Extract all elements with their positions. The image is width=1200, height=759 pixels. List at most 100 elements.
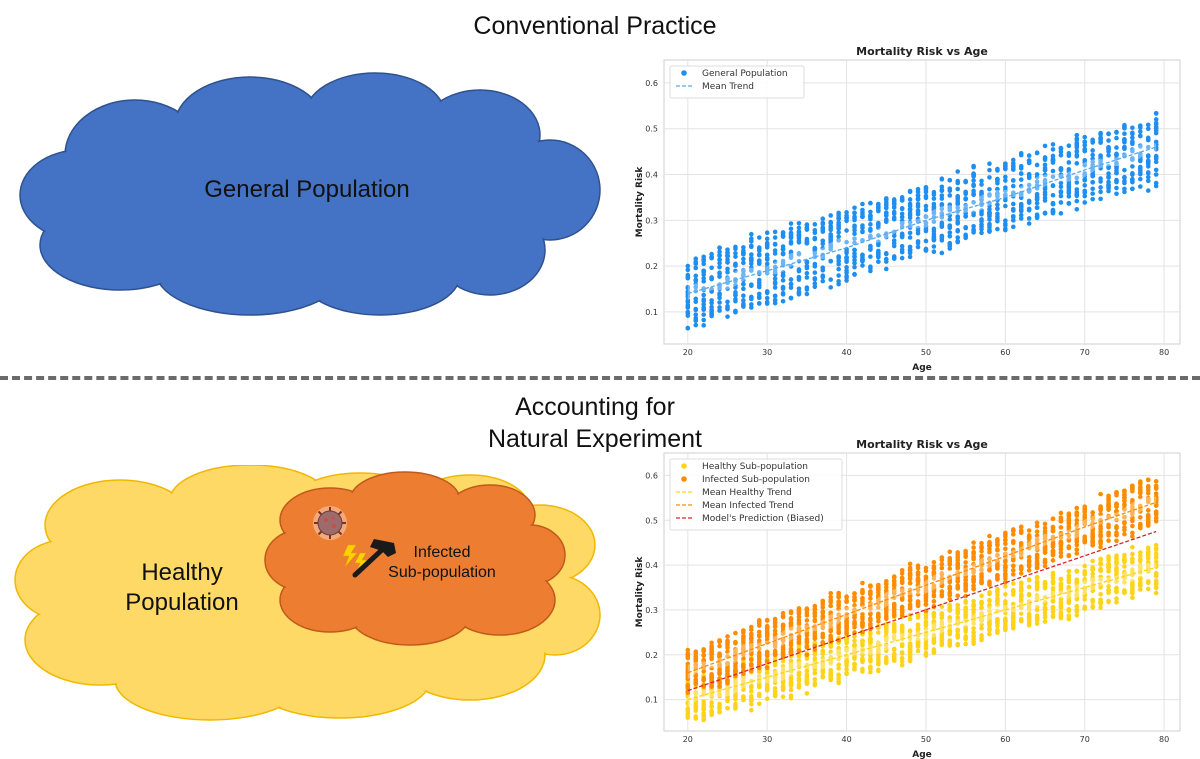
scatter-point <box>796 648 802 654</box>
scatter-point <box>915 192 921 198</box>
scatter-point <box>788 285 794 290</box>
scatter-point <box>883 259 889 264</box>
scatter-point <box>868 650 873 655</box>
scatter-point <box>923 612 929 618</box>
scatter-point <box>891 255 897 261</box>
scatter-point <box>1082 579 1088 585</box>
scatter-point <box>701 312 706 317</box>
scatter-point <box>1130 135 1135 141</box>
scatter-point <box>701 660 706 666</box>
scatter-point <box>987 227 992 233</box>
scatter-point <box>995 552 1000 558</box>
scatter-point <box>955 566 961 571</box>
scatter-point <box>804 291 810 297</box>
scatter-point <box>931 635 937 641</box>
scatter-point <box>1122 555 1127 561</box>
scatter-point <box>1074 207 1080 212</box>
scatter-point <box>788 226 794 232</box>
scatter-point <box>780 694 786 700</box>
scatter-point <box>1074 568 1080 574</box>
scatter-point <box>709 276 714 282</box>
scatter-point <box>749 649 754 655</box>
scatter-point <box>939 565 945 571</box>
scatter-point <box>1074 175 1080 181</box>
scatter-point <box>891 633 897 639</box>
scatter-point <box>987 614 992 619</box>
scatter-point <box>907 580 913 586</box>
scatter-point <box>963 633 968 639</box>
scatter-point <box>876 614 881 620</box>
scatter-point <box>1034 621 1040 626</box>
scatter-point <box>756 701 762 707</box>
scatter-point <box>709 254 714 260</box>
scatter-point <box>1106 557 1111 563</box>
scatter-point <box>741 304 746 309</box>
scatter-point <box>709 640 714 646</box>
scatter-point <box>725 677 730 683</box>
scatter-point <box>963 225 968 230</box>
scatter-point <box>828 590 834 596</box>
scatter-point <box>820 238 826 244</box>
scatter-point <box>1098 526 1103 531</box>
scatter-point <box>971 545 976 550</box>
scatter-point <box>883 659 889 664</box>
scatter-point <box>709 286 714 292</box>
scatter-point <box>1003 592 1008 597</box>
scatter-point <box>1106 188 1111 194</box>
scatter-point <box>741 252 746 257</box>
scatter-point <box>812 281 818 286</box>
scatter-point <box>1058 546 1064 552</box>
scatter-point <box>772 241 778 247</box>
scatter-point <box>1010 557 1016 563</box>
scatter-point <box>899 580 905 586</box>
scatter-point <box>899 608 905 613</box>
scatter-point <box>1003 166 1008 172</box>
scatter-point <box>1153 585 1159 590</box>
scatter-point <box>955 216 961 221</box>
mortality-chart-split: 20 30 40 50 60 70 80 0.1 0.2 0.3 0.4 0.5 0.6 Mortali… <box>635 438 1181 759</box>
scatter-point <box>1145 135 1151 141</box>
scatter-point <box>899 627 905 633</box>
scatter-point <box>693 716 699 721</box>
scatter-point <box>812 663 818 669</box>
scatter-point <box>1145 188 1151 193</box>
scatter-point <box>1058 184 1064 189</box>
scatter-point <box>1066 187 1072 193</box>
scatter-point <box>1090 533 1095 539</box>
scatter-point <box>1066 586 1072 592</box>
scatter-point <box>860 201 865 207</box>
scatter-point <box>1010 165 1016 171</box>
scatter-point <box>899 596 905 601</box>
scatter-point <box>860 669 865 674</box>
scatter-point <box>836 238 841 243</box>
scatter-point <box>987 590 992 595</box>
scatter-point <box>836 258 841 264</box>
scatter-point <box>907 247 913 253</box>
scatter-point <box>749 282 754 287</box>
scatter-point <box>1145 523 1151 528</box>
y-tick-label: 0.2 <box>645 651 658 660</box>
scatter-point <box>780 272 786 278</box>
scatter-point <box>812 677 818 682</box>
scatter-point <box>828 277 834 282</box>
scatter-point <box>804 225 810 230</box>
scatter-point <box>955 628 961 634</box>
scatter-point <box>717 245 722 251</box>
scatter-point <box>725 694 730 700</box>
scatter-point <box>907 649 913 654</box>
scatter-point <box>852 638 857 643</box>
scatter-point <box>1058 172 1064 177</box>
scatter-point <box>1066 160 1072 165</box>
scatter-point <box>931 205 937 210</box>
scatter-point <box>1034 533 1040 539</box>
scatter-point <box>899 211 905 217</box>
scatter-point <box>725 690 730 696</box>
scatter-point <box>876 667 881 673</box>
scatter-point <box>1034 162 1040 168</box>
scatter-point <box>1145 178 1151 184</box>
scatter-point <box>733 282 738 288</box>
scatter-point <box>693 703 699 708</box>
scatter-point <box>733 250 738 256</box>
scatter-point <box>1090 191 1095 196</box>
scatter-point <box>764 230 770 236</box>
